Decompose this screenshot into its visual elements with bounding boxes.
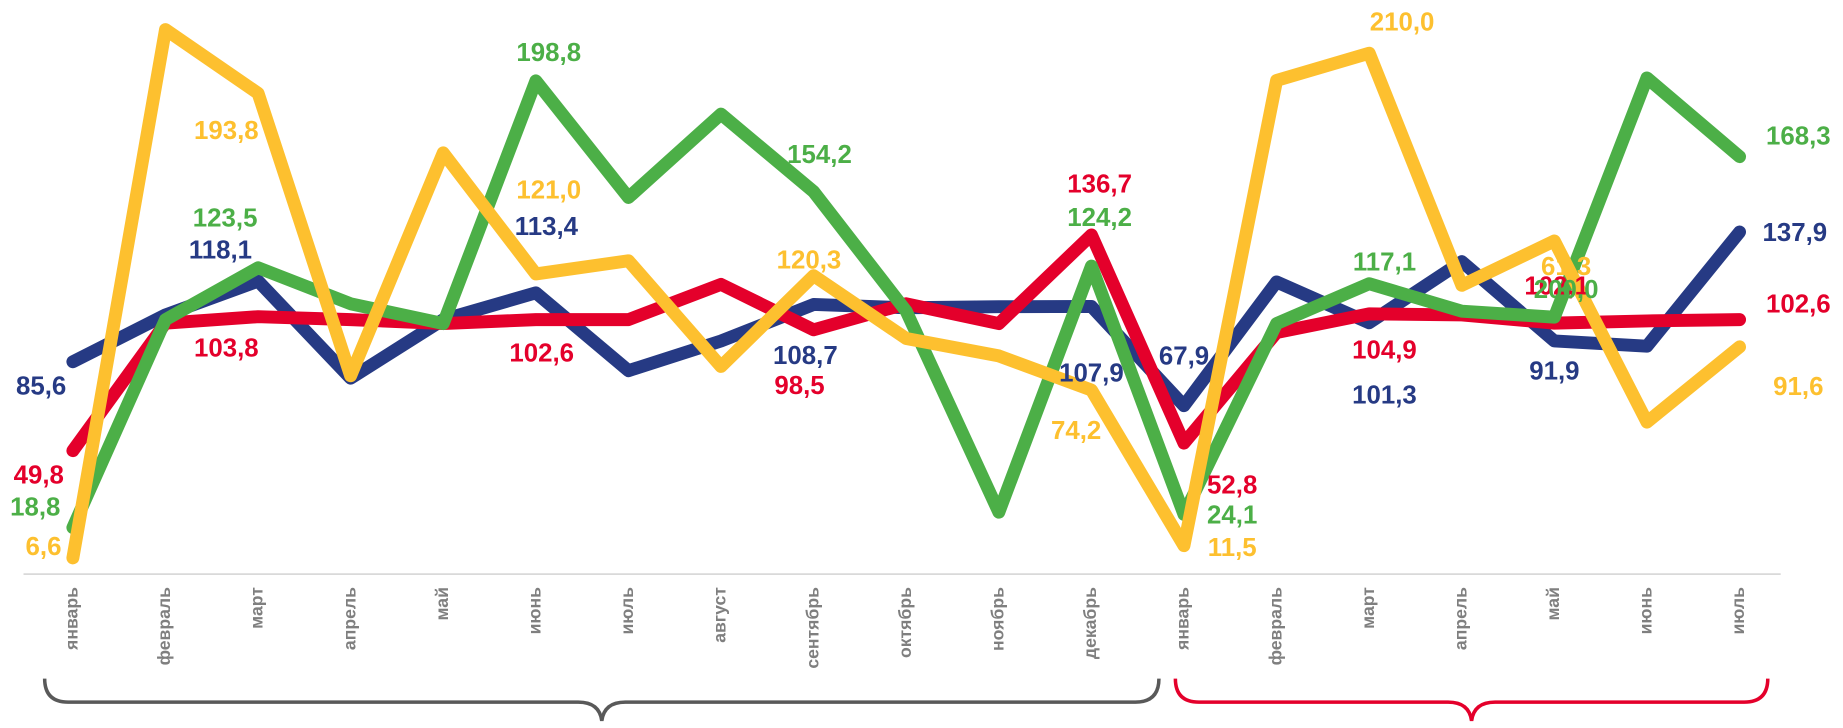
data-label: 101,3 (1352, 382, 1417, 410)
data-label: 11,5 (1208, 534, 1257, 562)
data-label: 154,2 (787, 141, 852, 169)
x-tick-label: февраль (154, 587, 174, 665)
x-tick-label: март (1358, 587, 1378, 629)
x-tick-label: октябрь (895, 587, 915, 658)
data-label: 198,8 (516, 39, 581, 67)
data-label: 98,5 (774, 372, 824, 400)
x-tick-label: февраль (1265, 587, 1285, 665)
x-tick-label: июнь (1636, 587, 1656, 634)
series-line (66, 23, 1747, 565)
data-label: 121,0 (516, 177, 581, 205)
data-label: 103,8 (194, 334, 259, 362)
data-label: 136,7 (1067, 171, 1132, 199)
data-label: 124,2 (1067, 204, 1132, 232)
data-label: 118,1 (189, 237, 252, 265)
data-label: 193,8 (194, 117, 259, 145)
data-label: 123,5 (193, 204, 258, 232)
data-label: 102,6 (1766, 290, 1831, 318)
data-label: 6,6 (26, 533, 62, 561)
data-label: 104,9 (1352, 336, 1417, 364)
x-tick-label: май (432, 587, 452, 620)
data-label: 91,9 (1529, 357, 1579, 385)
data-label: 210,0 (1370, 9, 1435, 37)
x-tick-label: январь (62, 587, 82, 651)
data-label: 102,6 (509, 340, 574, 368)
data-label: 108,7 (773, 342, 838, 370)
data-label: 18,8 (10, 494, 60, 522)
x-tick-label: январь (1173, 587, 1193, 651)
x-tick-label: ноябрь (987, 587, 1007, 651)
data-label: 74,2 (1051, 417, 1101, 445)
data-label: 200,0 (1534, 276, 1599, 304)
x-tick-label: июнь (524, 587, 544, 634)
x-tick-label: июль (617, 587, 637, 635)
x-tick-label: сентябрь (802, 587, 822, 669)
data-label: 61,3 (1541, 253, 1591, 281)
x-tick-label: август (710, 587, 730, 643)
data-label: 120,3 (777, 246, 842, 274)
data-label: 91,6 (1773, 373, 1823, 401)
data-label: 113,4 (515, 213, 579, 241)
data-label: 137,9 (1762, 219, 1827, 247)
data-label: 49,8 (14, 461, 64, 489)
x-tick-label: июль (1728, 587, 1748, 635)
data-label: 168,3 (1766, 123, 1831, 151)
data-label: 107,9 (1059, 359, 1124, 387)
data-label: 85,6 (16, 372, 66, 400)
x-tick-label: декабрь (1080, 587, 1100, 659)
x-tick-label: март (247, 587, 267, 629)
data-label: 117,1 (1353, 249, 1416, 277)
x-tick-label: май (1543, 587, 1563, 620)
data-label: 102,1 (1524, 273, 1589, 301)
bracket-second-period (1173, 678, 1770, 722)
data-label: 67,9 (1159, 342, 1209, 370)
x-tick-label: апрель (339, 587, 359, 650)
data-label: 52,8 (1207, 471, 1257, 499)
x-tick-label: апрель (1450, 587, 1470, 650)
bracket-first-period (42, 678, 1161, 722)
series-line (66, 71, 1747, 535)
data-label: 24,1 (1207, 502, 1257, 530)
